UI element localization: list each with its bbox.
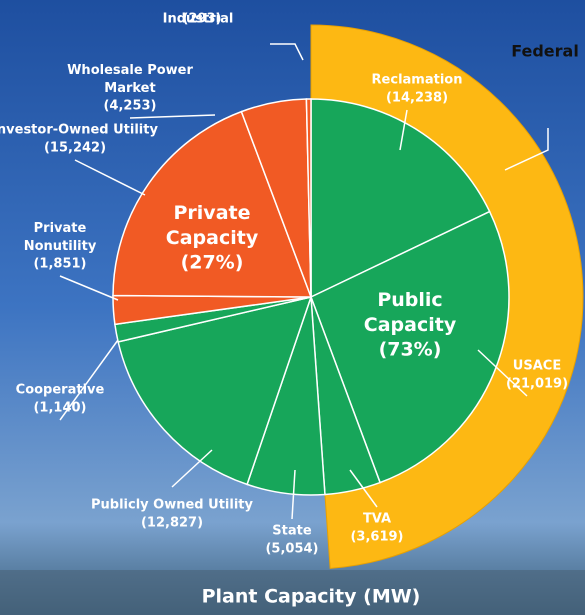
slice-label: TVA <box>363 512 391 527</box>
value-label: (3,619) <box>350 530 403 545</box>
slice-label: Reclamation <box>372 73 463 88</box>
value-label: (12,827) <box>141 516 203 531</box>
value-label: (5,054) <box>265 542 318 557</box>
value-label: (4,253) <box>103 99 156 114</box>
chart: Federal Plant Capacity (MW) Reclamation (… <box>0 0 585 615</box>
value-label: (1,851) <box>33 257 86 272</box>
value-label: (15,242) <box>44 141 106 156</box>
slice-label: Investor-Owned Utility <box>0 123 158 138</box>
slice-label: Cooperative <box>16 383 105 398</box>
chart-title: Plant Capacity (MW) <box>202 586 421 608</box>
arc-label: Federal <box>511 42 579 61</box>
group-value: (27%) <box>181 252 244 274</box>
value-label: (293) <box>182 12 221 27</box>
slice-label: Publicly Owned Utility <box>91 498 253 513</box>
group-value: (73%) <box>379 339 442 361</box>
slice-label: State <box>272 524 312 539</box>
value-label: (1,140) <box>33 401 86 416</box>
value-label: (14,238) <box>386 91 448 106</box>
value-label: (21,019) <box>506 377 568 392</box>
slice-label: USACE <box>513 359 561 374</box>
